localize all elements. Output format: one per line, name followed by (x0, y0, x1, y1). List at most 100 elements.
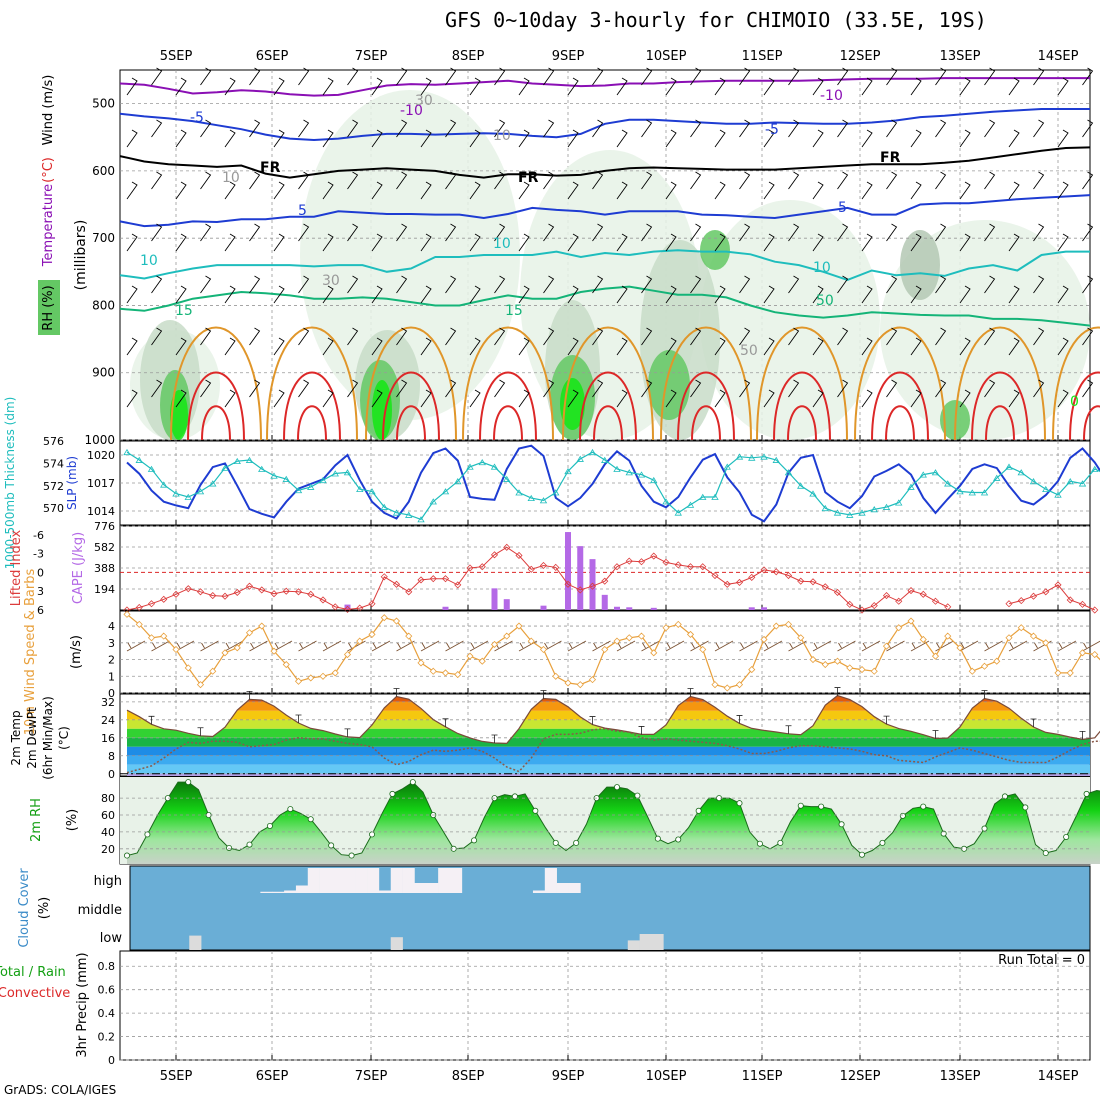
wind-barb (518, 129, 530, 148)
wind-barb (200, 171, 212, 190)
temp-band (127, 710, 1090, 720)
wind-barb (322, 181, 334, 200)
wind-barb (322, 233, 334, 252)
wind-speed-point (196, 681, 205, 689)
boundary-isotherm (1083, 405, 1100, 441)
wind-speed-point (760, 635, 768, 644)
wind-speed-point (956, 644, 964, 652)
wind-barb (469, 285, 481, 304)
rh-point (818, 803, 825, 810)
wind-barb (739, 67, 751, 86)
thickness-point (466, 463, 474, 470)
contour-label: 5 (838, 200, 847, 216)
thickness-slp-panel (119, 440, 1100, 526)
rh-point (552, 839, 559, 846)
wind-barb (273, 640, 293, 652)
thickness-point (907, 483, 915, 490)
thickness-point (539, 497, 548, 504)
boundary-isotherm (773, 371, 831, 441)
contour-label: 10 (493, 236, 511, 252)
wind-barb (690, 67, 702, 86)
boundary-isotherm (660, 326, 752, 441)
li-point (368, 600, 376, 608)
thickness-point (748, 454, 756, 461)
y-tick-label-left: 576 (43, 435, 64, 448)
wind-barb (763, 337, 775, 356)
thickness-point (980, 489, 989, 496)
wind-barb (665, 77, 677, 96)
wind-barb (959, 389, 971, 408)
precip-panel (119, 950, 1091, 1061)
wind-barb (445, 640, 464, 652)
wind-barb (616, 181, 628, 200)
cloud-low-bar (639, 934, 652, 950)
wind-speed-point (686, 630, 695, 638)
cape-bar (601, 594, 608, 610)
wind-barb (739, 640, 758, 652)
wind-barb (984, 379, 996, 398)
wind-barb (641, 171, 653, 190)
thickness-point (454, 478, 462, 485)
cloud-high-bar (568, 883, 581, 893)
y-tick-label: 60 (101, 809, 115, 822)
contour-label: -5 (190, 110, 204, 126)
y-tick-label: 800 (92, 298, 115, 312)
wind-barb (494, 171, 506, 190)
y-tick-label-right: 776 (94, 520, 115, 533)
x-tick-label-bottom: 6SEP (256, 1069, 289, 1084)
li-point (454, 581, 462, 589)
thickness-point (552, 489, 560, 496)
wind-barb (837, 379, 849, 398)
wind-barb (861, 640, 881, 652)
wind-barb (371, 285, 383, 304)
thickness-point (1054, 491, 1062, 498)
wind-barb (690, 119, 702, 138)
wind-barb (1082, 379, 1094, 398)
cloud-high-bar (426, 883, 439, 893)
wind-barb (763, 181, 775, 200)
thickness-point (564, 467, 572, 475)
wind-barb (543, 379, 555, 398)
y-tick-label: 600 (92, 164, 115, 178)
wind-barb (445, 119, 457, 138)
ylabel-temp2m: (6hr Min/Max) (41, 696, 55, 780)
li-point (625, 557, 633, 565)
wind-barb (665, 181, 677, 200)
wind-barb (739, 171, 751, 190)
wind-barb (518, 285, 530, 304)
wind-speed-point (343, 650, 352, 659)
wind-barb (469, 181, 481, 200)
wind-barb (837, 223, 849, 242)
wind-barb (592, 327, 604, 346)
thickness-point (209, 480, 217, 487)
minmax-marker (442, 718, 449, 727)
wind-barb (371, 337, 383, 356)
wind-barb (175, 77, 187, 96)
panel-frame (119, 69, 1091, 441)
temp-band (127, 755, 1090, 765)
wind-barb (420, 285, 432, 304)
thickness-point (123, 448, 131, 456)
wind-barb (200, 119, 212, 138)
wind-speed-point (625, 634, 633, 642)
wind-speed-point (1054, 669, 1062, 677)
wind-barb (714, 129, 726, 148)
wind-barb (910, 389, 922, 408)
wind-barb (420, 181, 432, 200)
ylabel-millibars: (millibars) (73, 220, 89, 291)
wind-speed-point (319, 672, 327, 680)
thickness-point (417, 516, 425, 523)
li-point (1066, 596, 1074, 604)
boundary-isotherm (885, 405, 915, 441)
contour-label: 15 (505, 303, 523, 319)
wind-barb (298, 327, 310, 346)
rh-point (654, 835, 661, 842)
ylabel-slp: SLP (mb) (65, 456, 79, 510)
wind-speed-point (221, 649, 229, 657)
wind-barb (420, 129, 432, 148)
wind-barb (1008, 77, 1020, 96)
wind-barb (763, 233, 775, 252)
wind-barb (543, 67, 555, 86)
wind-barb (812, 337, 824, 356)
ylabel-temp2m: 2m DewPt (25, 707, 39, 769)
